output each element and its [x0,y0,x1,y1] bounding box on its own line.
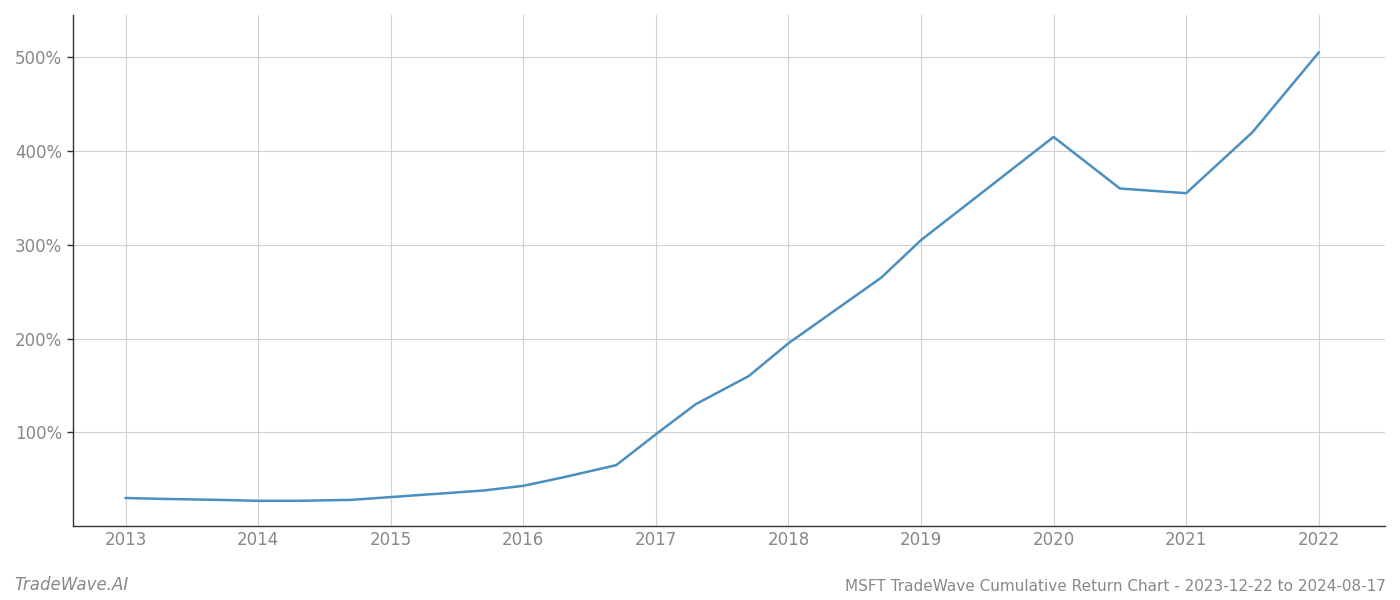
Text: MSFT TradeWave Cumulative Return Chart - 2023-12-22 to 2024-08-17: MSFT TradeWave Cumulative Return Chart -… [846,579,1386,594]
Text: TradeWave.AI: TradeWave.AI [14,576,129,594]
